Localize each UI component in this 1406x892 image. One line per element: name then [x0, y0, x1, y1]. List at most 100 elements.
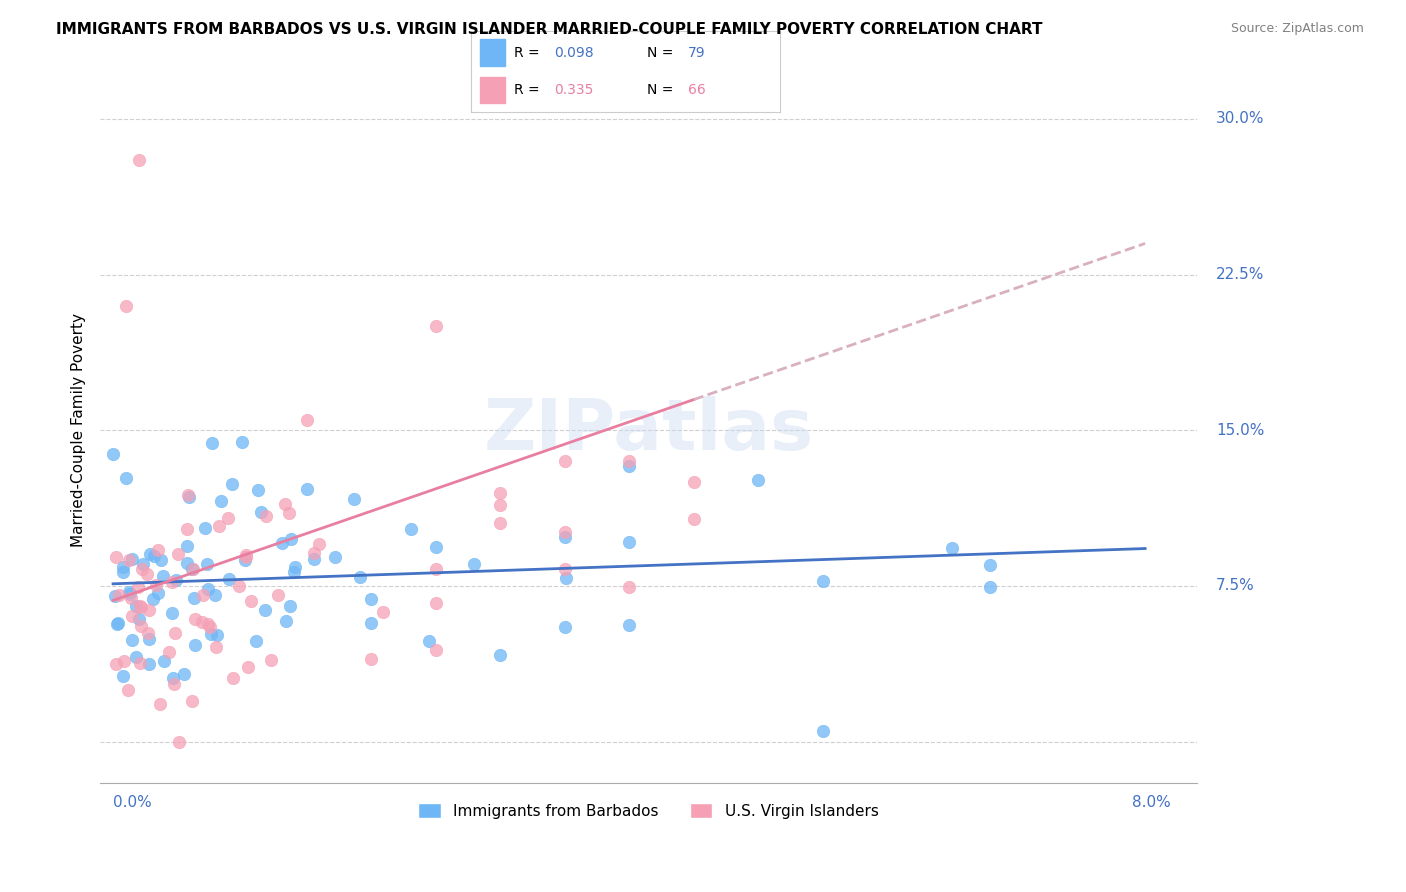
Point — [198, 620, 221, 634]
Point — [979, 580, 1001, 594]
Point — [979, 558, 1001, 573]
Point — [108, 588, 131, 602]
Point — [139, 547, 162, 561]
Point — [247, 483, 270, 498]
Point — [308, 536, 330, 550]
Point — [489, 498, 512, 512]
Point — [176, 556, 198, 570]
Point — [162, 574, 184, 589]
Point — [343, 491, 366, 506]
Point — [360, 592, 382, 607]
Text: Source: ZipAtlas.com: Source: ZipAtlas.com — [1230, 22, 1364, 36]
Point — [135, 566, 157, 581]
Point — [249, 505, 271, 519]
Point — [228, 579, 250, 593]
Point — [399, 522, 422, 536]
Point — [240, 594, 263, 608]
Bar — [481, 77, 505, 103]
Point — [274, 615, 297, 629]
Point — [112, 565, 135, 579]
Point — [142, 591, 165, 606]
Point — [128, 599, 150, 614]
Point — [245, 633, 267, 648]
Text: 79: 79 — [688, 45, 706, 60]
Point — [176, 488, 198, 502]
Point — [153, 654, 176, 668]
Text: N =: N = — [647, 45, 678, 60]
Point — [208, 519, 231, 533]
Point — [941, 541, 963, 555]
Text: 0.335: 0.335 — [554, 83, 593, 97]
Point — [254, 508, 277, 523]
Point — [617, 618, 640, 632]
Point — [131, 562, 153, 576]
Point — [111, 669, 134, 683]
Point — [260, 653, 283, 667]
Point — [163, 676, 186, 690]
Point — [118, 585, 141, 599]
Text: 30.0%: 30.0% — [1216, 112, 1264, 127]
Point — [105, 657, 128, 671]
Point — [150, 552, 173, 566]
Point — [181, 562, 204, 576]
Point — [231, 434, 253, 449]
Point — [360, 615, 382, 630]
Point — [204, 640, 226, 655]
Point — [554, 454, 576, 468]
Point — [191, 615, 214, 629]
Point — [195, 558, 218, 572]
Point — [111, 560, 134, 574]
Point — [149, 697, 172, 711]
Point — [127, 580, 149, 594]
Point — [121, 633, 143, 648]
Point — [129, 656, 152, 670]
Point — [425, 562, 447, 576]
Point — [165, 626, 187, 640]
Point — [173, 667, 195, 681]
Text: IMMIGRANTS FROM BARBADOS VS U.S. VIRGIN ISLANDER MARRIED-COUPLE FAMILY POVERTY C: IMMIGRANTS FROM BARBADOS VS U.S. VIRGIN … — [56, 22, 1043, 37]
Point — [160, 606, 183, 620]
Point — [120, 591, 142, 605]
Point — [179, 490, 201, 504]
Point — [125, 649, 148, 664]
Text: 0.0%: 0.0% — [112, 796, 152, 811]
Point — [129, 599, 152, 614]
Point — [112, 654, 135, 668]
Text: R =: R = — [515, 45, 544, 60]
Text: 7.5%: 7.5% — [1216, 578, 1254, 593]
Point — [103, 447, 125, 461]
Text: N =: N = — [647, 83, 678, 97]
Point — [148, 543, 170, 558]
Point — [554, 530, 576, 544]
Point — [267, 588, 290, 602]
Text: 66: 66 — [688, 83, 706, 97]
Point — [197, 617, 219, 632]
Point — [129, 619, 152, 633]
Point — [138, 632, 160, 646]
Point — [233, 552, 256, 566]
Text: 15.0%: 15.0% — [1216, 423, 1264, 438]
Point — [121, 552, 143, 566]
Text: R =: R = — [515, 83, 544, 97]
Point — [280, 532, 302, 546]
Point — [132, 557, 155, 571]
Point — [184, 638, 207, 652]
Point — [165, 573, 187, 587]
Point — [254, 603, 277, 617]
Point — [191, 588, 214, 602]
Text: ZIPatlas: ZIPatlas — [484, 396, 814, 465]
Point — [146, 586, 169, 600]
Point — [121, 608, 143, 623]
Point — [418, 634, 440, 648]
Point — [107, 616, 129, 631]
Point — [117, 683, 139, 698]
Point — [554, 562, 576, 576]
Point — [425, 643, 447, 657]
Point — [118, 587, 141, 601]
Point — [167, 734, 190, 748]
Point — [221, 477, 243, 491]
Point — [554, 619, 576, 633]
Point — [166, 548, 188, 562]
Text: 0.098: 0.098 — [554, 45, 595, 60]
Point — [278, 599, 301, 613]
